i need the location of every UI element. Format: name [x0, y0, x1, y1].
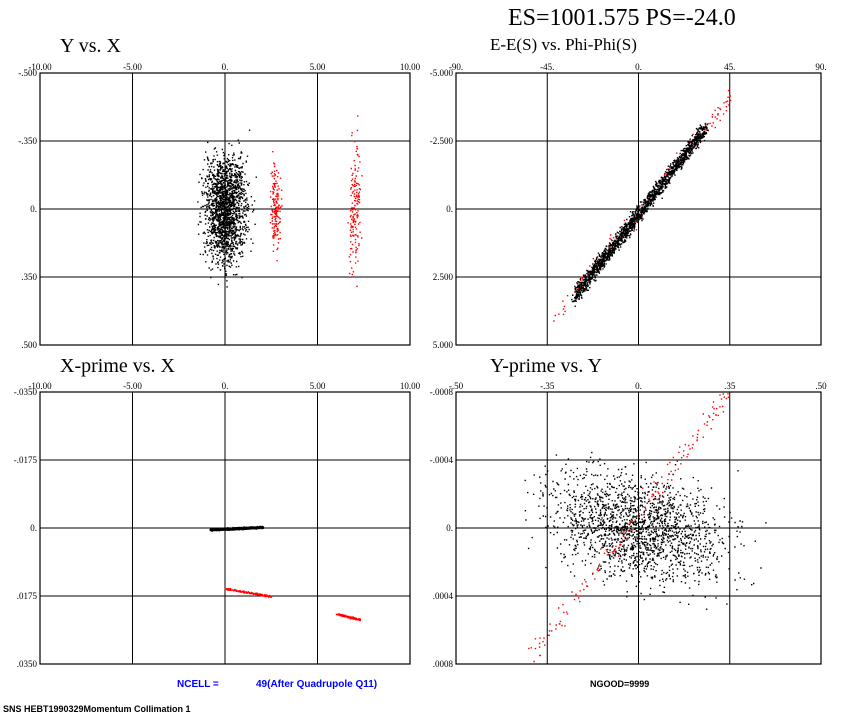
y-tick-label: -5.000: [430, 68, 454, 78]
x-tick-label: 90.: [815, 62, 826, 72]
y-tick-label: -.0004: [430, 455, 454, 465]
x-tick-label: .35: [724, 381, 736, 391]
plot-panel-yprime-vs-y: Y-prime vs. Y -.50 -.35 0. .35 .50 -.0008 -.000…: [430, 355, 827, 669]
y-tick-label: -2.500: [430, 136, 454, 146]
y-tick-label: -.0008: [430, 387, 454, 397]
ncell-label: NCELL =: [177, 679, 219, 690]
plot-panel-y-vs-x: Y vs. X -10.00 -5.00 0. 5.00 10.00 -.500 -.350 0…: [18, 35, 420, 350]
plot-panel-xprime-vs-x: X-prime vs. X -10.00 -5.00 0. 5.00 10.00 -.035…: [14, 355, 421, 669]
panel-title: X-prime vs. X: [60, 355, 176, 377]
panel-title: Y vs. X: [60, 35, 121, 57]
x-tick-label: -.35: [540, 381, 555, 391]
x-tick-label: 45.: [724, 62, 735, 72]
y-tick-label: 0.: [30, 204, 37, 214]
scatter-points: [209, 525, 361, 622]
y-tick-label: .500: [21, 340, 37, 350]
ncell-value: 49(After Quadrupole Q11): [256, 679, 377, 690]
y-tick-label: 0.: [30, 523, 37, 533]
particle-series-red: [269, 151, 283, 262]
scatter-points: [524, 393, 767, 664]
y-tick-label: .0004: [433, 591, 454, 601]
footer-caption: SNS HEBT1990329Momentum Collimation 1: [3, 704, 191, 714]
x-tick-label: -90.: [449, 62, 463, 72]
x-tick-label: 5.00: [310, 381, 326, 391]
y-tick-label: 2.500: [433, 272, 454, 282]
y-tick-label: -.350: [18, 136, 37, 146]
y-tick-label: 5.000: [433, 340, 454, 350]
scatter-points: [197, 115, 363, 288]
y-tick-label: -.500: [18, 68, 37, 78]
y-tick-label: -.0175: [14, 455, 38, 465]
y-tick-label: .0008: [433, 659, 454, 669]
x-tick-label: 5.00: [310, 62, 326, 72]
particle-series-red: [347, 115, 363, 288]
x-tick-label: 10.00: [400, 381, 421, 391]
panel-title: E-E(S) vs. Phi-Phi(S): [490, 35, 637, 54]
scatter-points: [553, 89, 732, 322]
ngood-label: NGOOD=9999: [590, 679, 649, 689]
x-tick-label: -5.00: [123, 381, 142, 391]
x-tick-label: -10.00: [28, 62, 52, 72]
particle-series-black: [197, 129, 257, 288]
y-tick-label: .350: [21, 272, 37, 282]
particle-series-black: [524, 451, 767, 610]
x-tick-label: 0.: [635, 381, 642, 391]
particle-series-red: [335, 613, 361, 622]
x-tick-label: 10.00: [400, 62, 421, 72]
x-tick-label: -5.00: [123, 62, 142, 72]
plot-panel-energy-vs-phase: E-E(S) vs. Phi-Phi(S) -90. -45. 0. 45. 90. -5.…: [430, 35, 827, 350]
y-tick-label: .0350: [17, 659, 38, 669]
x-tick-label: .50: [815, 381, 827, 391]
x-tick-label: 0.: [222, 62, 229, 72]
x-tick-label: 0.: [635, 62, 642, 72]
particle-series-black: [209, 525, 265, 532]
y-tick-label: -.0350: [14, 387, 38, 397]
x-tick-label: -10.00: [28, 381, 52, 391]
particle-series-red: [224, 587, 273, 598]
header-title: ES=1001.575 PS=-24.0: [508, 5, 736, 31]
x-tick-label: -.50: [449, 381, 464, 391]
particle-series-black: [571, 123, 709, 307]
x-tick-label: 0.: [222, 381, 229, 391]
y-tick-label: 0.: [446, 523, 453, 533]
y-tick-label: .0175: [17, 591, 38, 601]
y-tick-label: 0.: [446, 204, 453, 214]
x-tick-label: -45.: [540, 62, 554, 72]
panel-title: Y-prime vs. Y: [490, 355, 602, 377]
